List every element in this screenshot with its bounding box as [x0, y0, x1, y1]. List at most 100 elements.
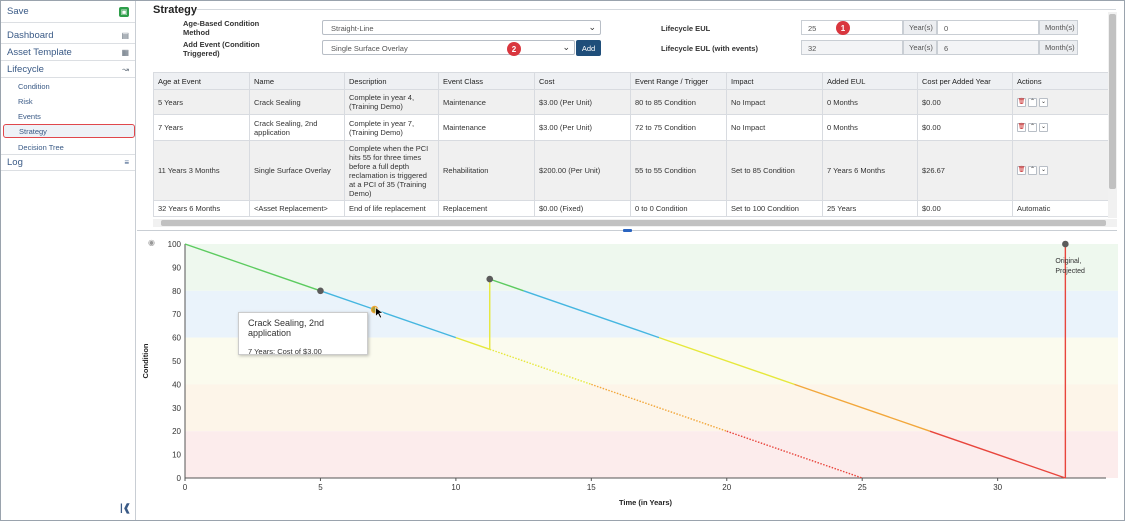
months-unit: Month(s): [1039, 20, 1078, 35]
cell-age: 7 Years: [153, 114, 250, 141]
years-unit: Year(s): [903, 20, 937, 35]
move-down-icon[interactable]: ⌄: [1039, 123, 1048, 132]
column-header[interactable]: Event Range / Trigger: [630, 72, 727, 90]
condition-band: [185, 244, 1118, 291]
column-header[interactable]: Actions: [1012, 72, 1108, 90]
sidebar-item-dashboard[interactable]: Dashboard ▤: [1, 27, 135, 44]
x-tick-label: 5: [318, 483, 323, 492]
move-down-icon[interactable]: ⌄: [1039, 166, 1048, 175]
column-header[interactable]: Cost per Added Year: [917, 72, 1013, 90]
splitter-handle[interactable]: [623, 229, 632, 232]
cell-age: 11 Years 3 Months: [153, 140, 250, 201]
x-tick-label: 20: [722, 483, 731, 492]
cell-added-eul: 0 Months: [822, 89, 918, 115]
method-label: Age-Based Condition Method: [183, 19, 260, 37]
column-header[interactable]: Description: [344, 72, 439, 90]
y-tick-label: 70: [172, 310, 181, 319]
sidebar-subitem-strategy[interactable]: Strategy: [3, 124, 135, 138]
events-table: Age at Event Name Description Event Clas…: [153, 72, 1108, 217]
method-value: Straight-Line: [331, 24, 374, 33]
cell-age: 5 Years: [153, 89, 250, 115]
chevron-down-icon: ⌄: [562, 42, 570, 52]
y-tick-label: 90: [172, 263, 181, 272]
sidebar-subitem-events[interactable]: Events: [18, 111, 41, 121]
cell-impact: No Impact: [726, 89, 823, 115]
column-header[interactable]: Age at Event: [153, 72, 250, 90]
event-point: [1062, 240, 1069, 248]
sidebar-item-label: Log: [7, 157, 23, 168]
x-tick-label: 0: [183, 483, 188, 492]
projected-line: [489, 278, 524, 292]
event-label: Add Event (Condition Triggered): [183, 40, 260, 58]
years-unit: Year(s): [903, 40, 937, 55]
sidebar-subitem-condition[interactable]: Condition: [18, 81, 50, 91]
sidebar-item-label: Lifecycle: [7, 63, 44, 75]
y-axis-label: Condition: [141, 343, 150, 378]
section-title: Strategy: [153, 4, 198, 16]
y-tick-label: 10: [172, 451, 181, 460]
sidebar-item-label: Asset Template: [7, 46, 72, 58]
sidebar-subitem-decision-tree[interactable]: Decision Tree: [18, 142, 64, 152]
cell-actions: 🗑 ⌃ ⌄: [1012, 140, 1108, 201]
sidebar-item-log[interactable]: Log ≡: [1, 154, 135, 171]
template-icon: ▦: [121, 47, 129, 57]
eul-events-months-field: 6: [937, 40, 1039, 55]
save-button[interactable]: Save ▣: [1, 1, 135, 23]
table-row[interactable]: 11 Years 3 Months Single Surface Overlay…: [153, 140, 1108, 201]
table-row[interactable]: 32 Years 6 Months <Asset Replacement> En…: [153, 200, 1108, 217]
cell-added-eul: 7 Years 6 Months: [822, 140, 918, 201]
eul-months-input[interactable]: 0: [937, 20, 1039, 35]
projected-line: [320, 290, 457, 339]
camera-icon[interactable]: ◉: [148, 238, 155, 247]
event-point: [486, 275, 494, 283]
scroll-thumb[interactable]: [161, 220, 1106, 226]
sidebar-item-asset-template[interactable]: Asset Template ▦: [1, 44, 135, 61]
x-tick-label: 30: [993, 483, 1002, 492]
save-label: Save: [7, 6, 29, 17]
move-up-icon[interactable]: ⌃: [1028, 166, 1037, 175]
cell-cost-per-year: $26.67: [917, 140, 1013, 201]
cell-name: <Asset Replacement>: [249, 200, 345, 217]
column-header[interactable]: Name: [249, 72, 345, 90]
cell-actions: 🗑 ⌃ ⌄: [1012, 89, 1108, 115]
mouse-cursor-icon: [375, 306, 385, 319]
scroll-thumb[interactable]: [1109, 14, 1116, 189]
table-row[interactable]: 5 Years Crack Sealing Complete in year 4…: [153, 89, 1108, 115]
y-tick-label: 80: [172, 287, 181, 296]
column-header[interactable]: Cost: [534, 72, 631, 90]
move-up-icon[interactable]: ⌃: [1028, 123, 1037, 132]
x-tick-label: 10: [451, 483, 460, 492]
tooltip-title: Crack Sealing, 2nd application: [248, 318, 325, 338]
move-up-icon[interactable]: ⌃: [1028, 97, 1037, 107]
sidebar-item-lifecycle[interactable]: Lifecycle ↝: [1, 61, 135, 78]
cell-age: 32 Years 6 Months: [153, 200, 250, 217]
x-tick-label: 25: [858, 483, 867, 492]
table-horizontal-scrollbar[interactable]: [153, 219, 1117, 227]
sidebar-subitem-risk[interactable]: Risk: [18, 96, 33, 106]
y-tick-label: 60: [172, 334, 181, 343]
column-header[interactable]: Added EUL: [822, 72, 918, 90]
collapse-sidebar-icon[interactable]: |❰: [120, 503, 132, 514]
table-vertical-scrollbar[interactable]: [1108, 12, 1117, 218]
event-value: Single Surface Overlay: [331, 44, 408, 53]
delete-icon[interactable]: 🗑: [1017, 166, 1026, 175]
delete-icon[interactable]: 🗑: [1017, 123, 1026, 132]
y-tick-label: 30: [172, 404, 181, 413]
list-icon: ≡: [124, 158, 129, 167]
add-event-button[interactable]: Add: [576, 40, 601, 56]
x-tick-label: 15: [587, 483, 596, 492]
event-point: [317, 287, 324, 295]
move-down-icon[interactable]: ⌄: [1039, 97, 1048, 107]
eul-events-years-field: 32: [801, 40, 903, 55]
eul-label: Lifecycle EUL: [661, 24, 711, 33]
delete-icon[interactable]: 🗑: [1017, 97, 1026, 107]
condition-band: [185, 431, 1118, 478]
chart-icon: ↝: [122, 64, 129, 74]
chart-tooltip: Crack Sealing, 2nd application 7 Years: …: [238, 312, 368, 356]
method-select[interactable]: Straight-Line ⌄: [322, 20, 601, 35]
projected-line: [794, 383, 931, 432]
eul-events-label: Lifecycle EUL (with events): [661, 44, 758, 53]
eul-years-input[interactable]: 25: [801, 20, 903, 35]
cell-cost-per-year: $0.00: [917, 89, 1013, 115]
